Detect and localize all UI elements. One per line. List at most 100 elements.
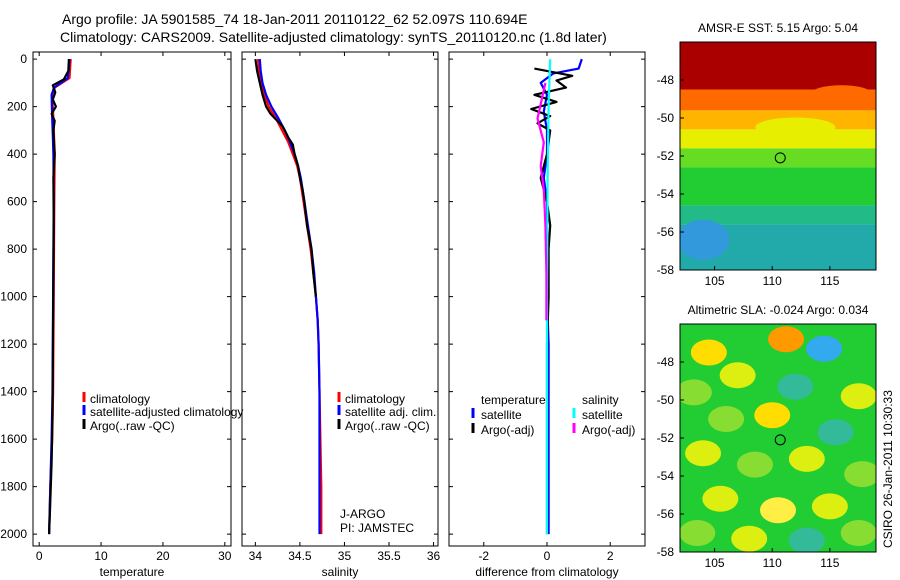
temperature-xtick-label: 0 bbox=[36, 549, 43, 563]
sst-map-panel: 105 110 115 -48 -50 -52 -54 -56 -58 AMSR-E SST: 5… bbox=[657, 21, 877, 288]
temperature-legend-label: climatology bbox=[90, 392, 150, 406]
salinity-xtick-label: 34 bbox=[249, 549, 263, 563]
sst_map-field bbox=[680, 42, 876, 270]
depth-tick-label: 2000 bbox=[0, 527, 27, 541]
sla_map-anomaly-patch bbox=[690, 339, 727, 366]
sla_map-anomaly-patch bbox=[754, 402, 791, 429]
difference-line-salinity-satellite bbox=[545, 59, 552, 535]
sla-map-panel: 105 110 115 -48 -50 -52 -54 -56 -58 Altimetric SL… bbox=[657, 303, 877, 570]
temperature-xtick-label: 10 bbox=[94, 549, 108, 563]
salinity-xtick-label: 34.5 bbox=[288, 549, 312, 563]
depth-tick-label: 1800 bbox=[0, 480, 27, 494]
sla_map-anomaly-patch bbox=[702, 485, 739, 512]
sla_map-anomaly-patch bbox=[685, 440, 722, 467]
temperature-panel: 0 10 20 30 0 200 400 600 800 1000 1200 1400 1600 1800… bbox=[0, 51, 243, 579]
sla_map-anomaly-patch bbox=[788, 527, 825, 552]
sst_map-warm-tongue bbox=[755, 117, 836, 138]
sla_map-anomaly-patch bbox=[811, 493, 848, 520]
temperature-line-argo-raw-qc- bbox=[48, 59, 70, 535]
sla_map-ytick-label: -52 bbox=[657, 431, 675, 445]
sst_map-band bbox=[680, 148, 876, 168]
difference-legend-header-temperature: temperature bbox=[481, 393, 546, 407]
temperature-legend-label: Argo(..raw -QC) bbox=[90, 419, 175, 433]
difference-legend-label: satellite bbox=[481, 408, 522, 422]
temperature-series-group bbox=[48, 59, 72, 535]
salinity-line-argo-raw-qc- bbox=[254, 58, 317, 297]
salinity-legend-label: climatology bbox=[345, 392, 405, 406]
sla_map-anomaly-patch bbox=[844, 461, 876, 488]
salinity-line-climatology bbox=[256, 59, 323, 535]
sla_map-field bbox=[680, 324, 876, 552]
sla_map-ytick-label: -56 bbox=[657, 507, 675, 521]
sst_map-cold-patch bbox=[680, 219, 730, 260]
sla_map-anomaly-patch bbox=[840, 520, 876, 546]
depth-tick-label: 0 bbox=[20, 52, 27, 66]
sla_map-anomaly-patch bbox=[777, 373, 814, 400]
depth-tick-label: 1200 bbox=[0, 337, 27, 351]
sla_map-ytick-label: -54 bbox=[657, 469, 675, 483]
temperature-xlabel: temperature bbox=[100, 565, 165, 579]
sla_map-xtick-label: 110 bbox=[763, 556, 782, 570]
temperature-xtick-label: 30 bbox=[218, 549, 232, 563]
sla_map-xtick-label: 115 bbox=[820, 556, 839, 570]
difference-line-temperature-satellite bbox=[539, 58, 583, 535]
sla_map-anomaly-patch bbox=[760, 497, 796, 524]
difference-legend-label: satellite bbox=[582, 408, 623, 422]
sst_map-title: AMSR-E SST: 5.15 Argo: 5.04 bbox=[698, 21, 858, 35]
depth-tick-label: 400 bbox=[7, 147, 27, 161]
sla_map-anomaly-patch bbox=[680, 520, 716, 546]
figure-title-line2: Climatology: CARS2009. Satellite-adjuste… bbox=[60, 29, 607, 45]
salinity-xtick-label: 36 bbox=[427, 549, 441, 563]
sst_map-xtick-label: 110 bbox=[763, 274, 782, 288]
sla_map-anomaly-patch bbox=[788, 445, 825, 472]
sst_map-band bbox=[680, 167, 876, 206]
salinity-xlabel: salinity bbox=[322, 565, 359, 579]
sst_map-ytick-label: -58 bbox=[657, 263, 675, 277]
difference-legend-header-salinity: salinity bbox=[582, 393, 619, 407]
sla_map-anomaly-patch bbox=[817, 419, 854, 446]
depth-tick-label: 200 bbox=[7, 100, 27, 114]
salinity-series-group bbox=[254, 58, 323, 535]
sst_map-ytick-label: -54 bbox=[657, 187, 675, 201]
difference-xtick-label: 2 bbox=[607, 549, 614, 563]
sla_map-title: Altimetric SLA: -0.024 Argo: 0.034 bbox=[688, 303, 869, 317]
sla_map-anomaly-patch bbox=[731, 525, 768, 552]
difference-legend-label: Argo(-adj) bbox=[582, 423, 635, 437]
sst_map-xtick-label: 105 bbox=[705, 274, 725, 288]
difference-xlabel: difference from climatology bbox=[475, 565, 618, 579]
temperature-xtick-label: 20 bbox=[156, 549, 170, 563]
sla_map-profile-marker bbox=[774, 434, 786, 446]
sst_map-band bbox=[680, 42, 876, 90]
difference-xtick-label: -2 bbox=[478, 549, 489, 563]
difference-panel: -2 0 2 difference from climatology temperatu… bbox=[448, 51, 646, 579]
salinity-panel: 34 34.5 35 35.5 36 salinity climatologysatelli… bbox=[241, 51, 441, 579]
depth-tick-label: 1600 bbox=[0, 432, 27, 446]
sla_map-anomaly-patch bbox=[806, 335, 843, 362]
depth-tick-label: 800 bbox=[7, 242, 27, 256]
salinity-line-satellite-adj-clim- bbox=[258, 59, 321, 535]
salinity-annotation-pi: PI: JAMSTEC bbox=[340, 521, 414, 535]
salinity-frame bbox=[241, 51, 439, 547]
sst_map-band bbox=[680, 205, 876, 225]
difference-legend-label: Argo(-adj) bbox=[481, 423, 534, 437]
depth-tick-label: 1000 bbox=[0, 290, 27, 304]
difference-xtick-label: 0 bbox=[544, 549, 551, 563]
depth-tick-label: 1400 bbox=[0, 385, 27, 399]
figure-title-line1: Argo profile: JA 5901585_74 18-Jan-2011 … bbox=[62, 11, 528, 27]
salinity-annotation-jargo: J-ARGO bbox=[340, 507, 385, 521]
sla_map-ytick-label: -48 bbox=[657, 355, 675, 369]
sst_map-front-patch bbox=[811, 85, 872, 102]
difference-line-salinity-argo-adj- bbox=[536, 82, 548, 321]
depth-tick-label: 600 bbox=[7, 195, 27, 209]
temperature-frame bbox=[32, 51, 232, 547]
sst_map-ytick-label: -50 bbox=[657, 111, 675, 125]
sla_map-xtick-label: 105 bbox=[705, 556, 725, 570]
sst_map-profile-marker bbox=[774, 152, 786, 164]
sla_map-anomaly-patch bbox=[708, 406, 745, 432]
sla_map-ytick-label: -50 bbox=[657, 393, 675, 407]
salinity-legend-label: satellite adj. clim. bbox=[345, 405, 436, 419]
sla_map-ytick-label: -58 bbox=[657, 545, 675, 559]
sst_map-ytick-label: -52 bbox=[657, 149, 675, 163]
difference-series-group bbox=[530, 58, 583, 535]
sla_map-anomaly-patch bbox=[840, 383, 876, 410]
